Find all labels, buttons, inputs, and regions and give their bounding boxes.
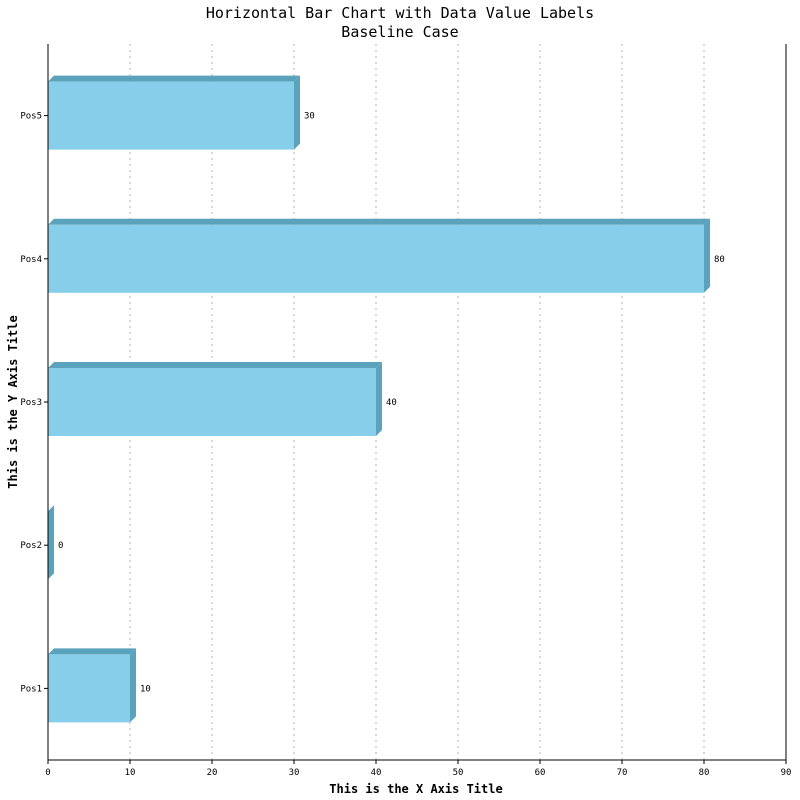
bars <box>48 75 710 723</box>
bar-side-face <box>294 75 300 150</box>
x-tick-label: 10 <box>125 768 136 778</box>
x-tick-label: 20 <box>207 768 218 778</box>
bar-top-face <box>48 362 382 368</box>
x-tick-label: 50 <box>453 768 464 778</box>
data-label: 10 <box>140 684 151 694</box>
data-label: 30 <box>304 112 315 122</box>
x-tick-label: 30 <box>289 768 300 778</box>
bar <box>48 654 130 723</box>
chart-title: Horizontal Bar Chart with Data Value Lab… <box>206 4 594 22</box>
y-tick-label: Pos3 <box>20 398 42 408</box>
bar-top-face <box>48 218 710 225</box>
bar-top-face <box>48 648 136 655</box>
y-tick-label: Pos2 <box>20 541 42 551</box>
y-tick-label: Pos1 <box>20 684 42 694</box>
x-tick-label: 70 <box>617 768 628 778</box>
chart-subtitle: Baseline Case <box>341 23 458 41</box>
bar-side-face <box>376 362 382 436</box>
x-tick-label: 90 <box>781 768 792 778</box>
data-label: 0 <box>58 541 63 551</box>
x-tick-label: 60 <box>535 768 546 778</box>
bar-top-face <box>48 75 300 82</box>
bar <box>48 81 294 150</box>
y-tick-label: Pos4 <box>20 255 42 265</box>
x-ticks: 0 10 20 30 40 50 60 70 80 90 <box>45 760 791 778</box>
data-label: 80 <box>714 255 725 265</box>
x-tick-label: 80 <box>699 768 710 778</box>
data-labels: 10 0 40 80 30 <box>58 112 725 695</box>
x-axis-title: This is the X Axis Title <box>329 782 502 796</box>
bar <box>48 224 704 293</box>
y-ticks: Pos1 Pos2 Pos3 Pos4 Pos5 <box>20 112 48 694</box>
bar-side-face <box>48 505 54 580</box>
x-tick-label: 0 <box>45 768 50 778</box>
y-axis-title: This is the Y Axis Title <box>6 315 20 488</box>
bar-side-face <box>704 218 710 293</box>
bar <box>48 368 376 436</box>
y-tick-label: Pos5 <box>20 112 42 122</box>
x-tick-label: 40 <box>371 768 382 778</box>
bar-side-face <box>130 648 136 723</box>
data-label: 40 <box>386 398 397 408</box>
